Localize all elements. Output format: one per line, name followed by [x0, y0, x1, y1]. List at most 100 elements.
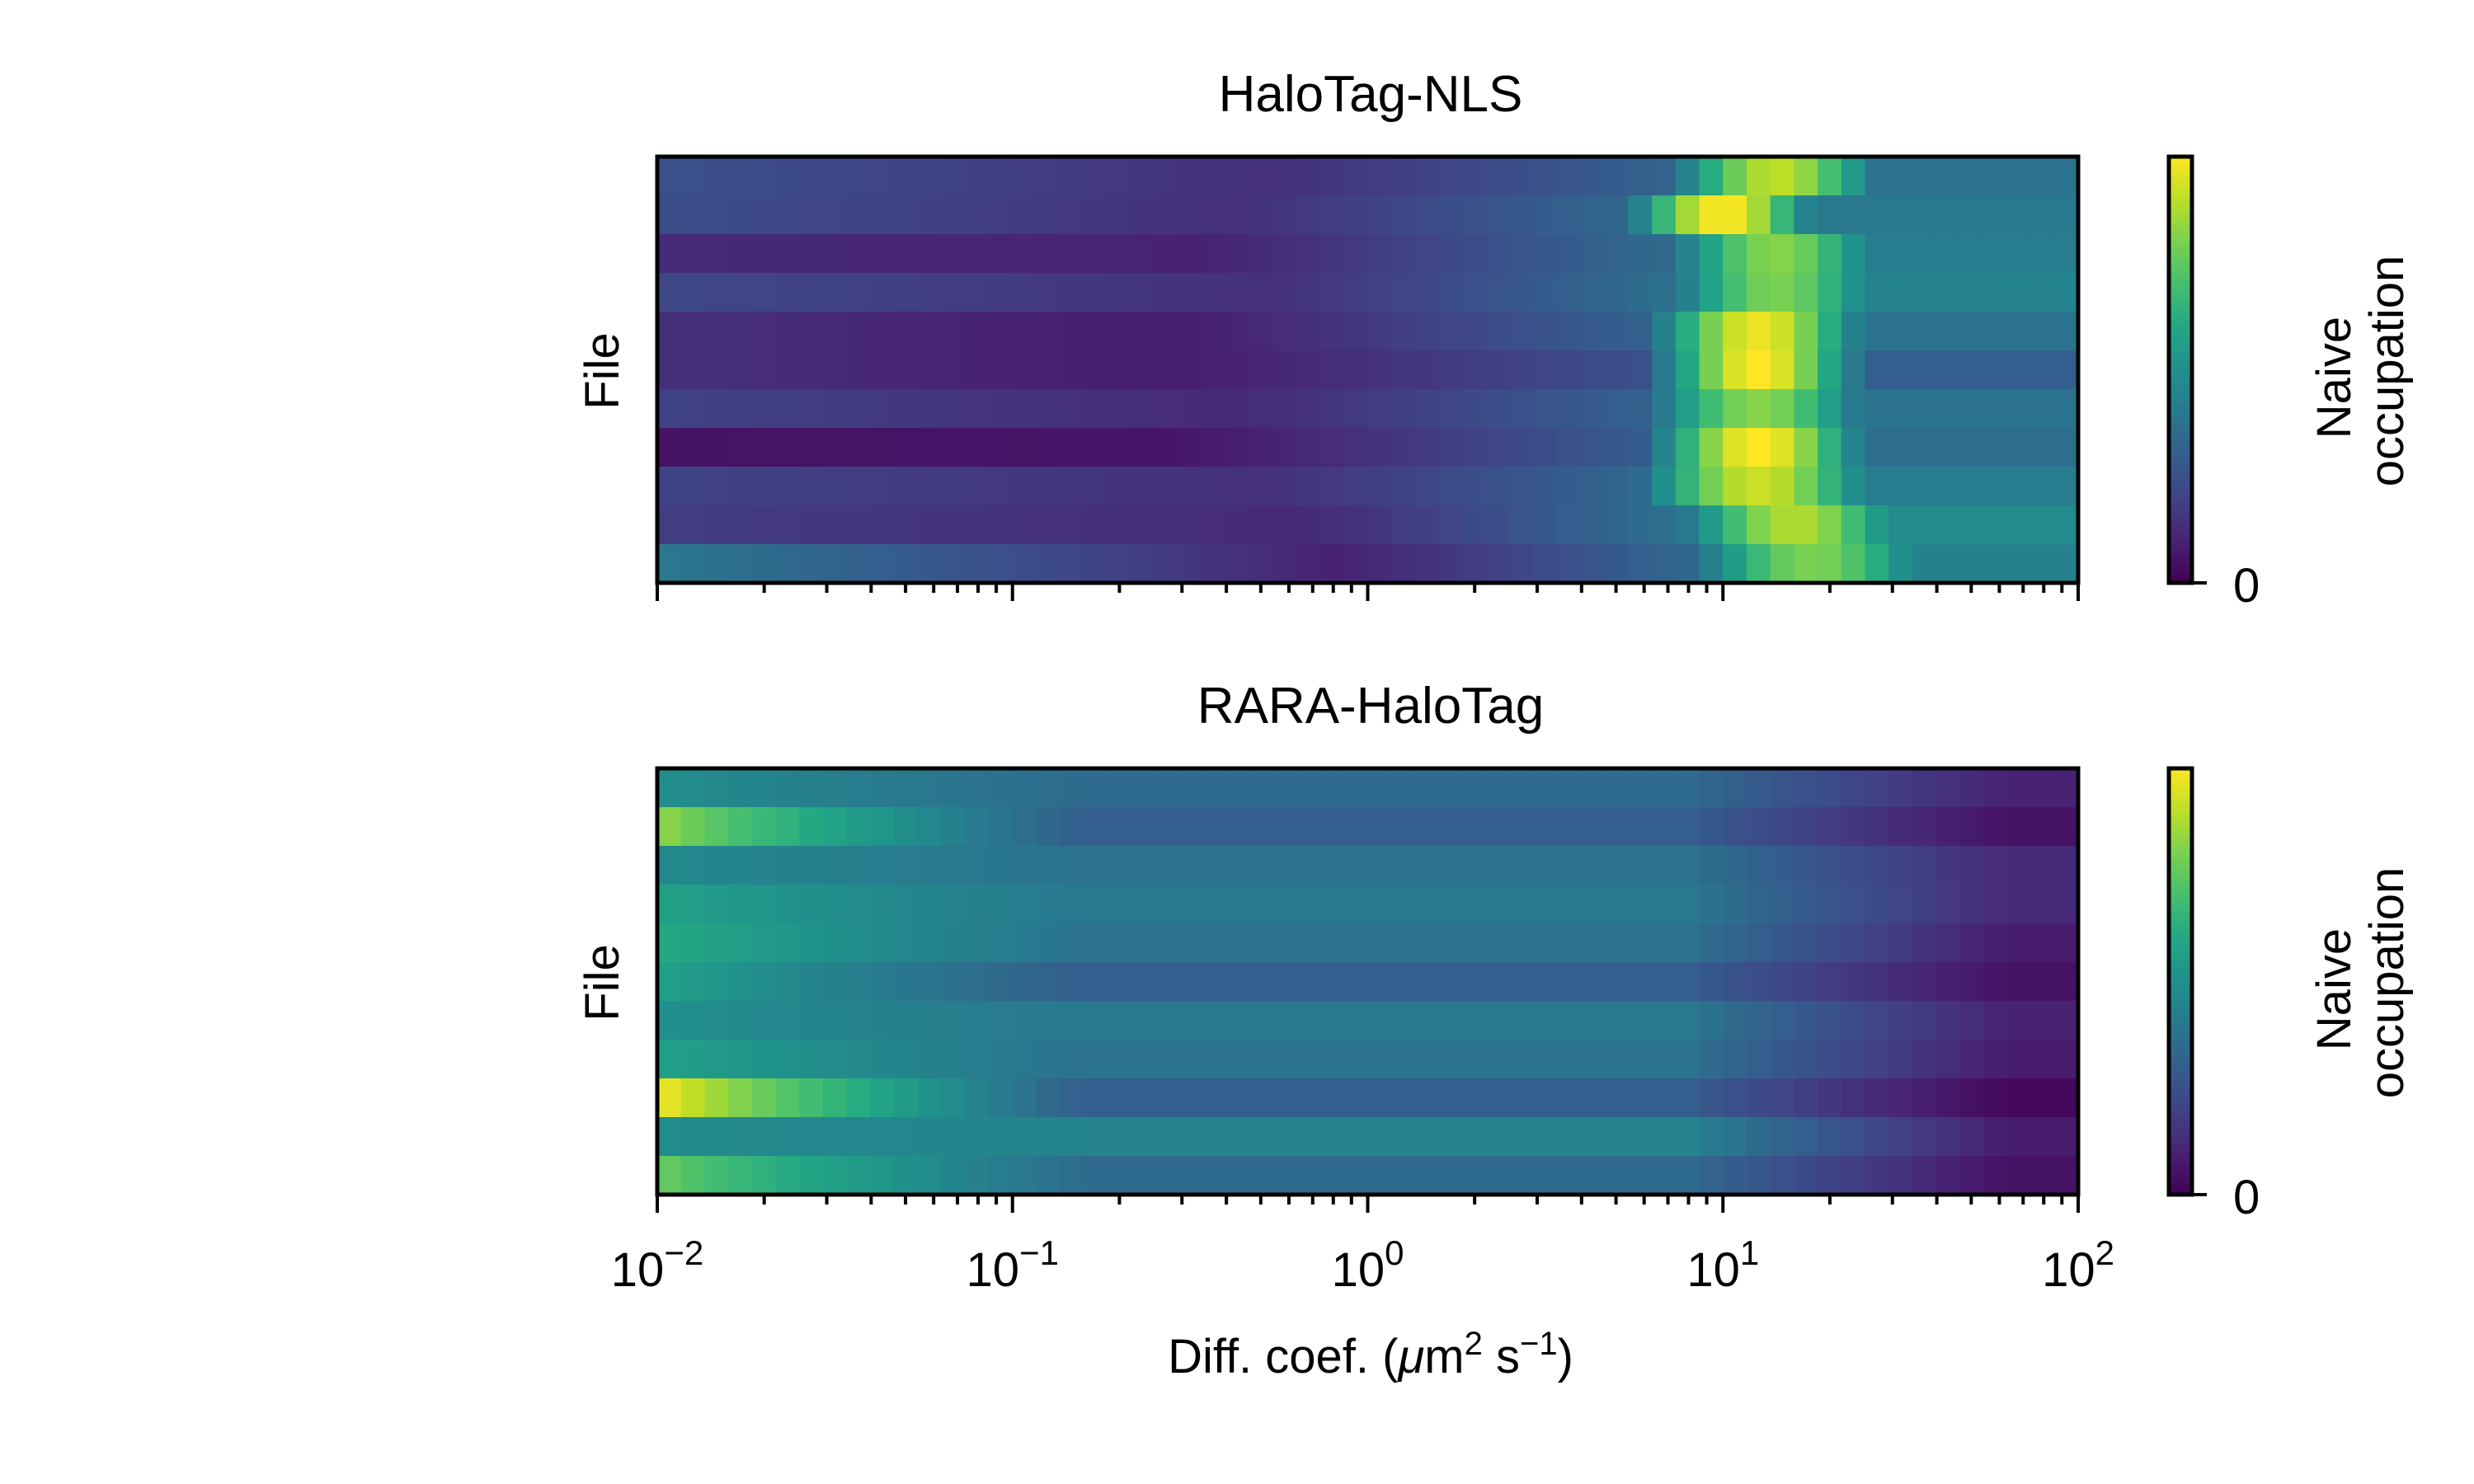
colorbar-segment: [2169, 960, 2192, 966]
heatmap-cell: [1533, 389, 1558, 429]
colorbar-segment: [2169, 449, 2192, 456]
colorbar-segment: [2169, 209, 2192, 216]
panel-halotag-nls: HaloTag-NLS File 0 Naive occupation: [576, 66, 2414, 613]
heatmap-cell: [1131, 544, 1155, 584]
heatmap-cell: [846, 312, 872, 351]
heatmap-cell: [989, 389, 1014, 429]
heatmap-cell: [1580, 807, 1606, 847]
heatmap-cell: [775, 885, 800, 924]
heatmap-cell: [2054, 962, 2079, 1002]
colorbar-segment: [2169, 848, 2192, 854]
colorbar-segment: [2169, 1024, 2192, 1031]
heatmap-cell: [1107, 1001, 1131, 1040]
heatmap-cell: [894, 467, 919, 506]
heatmap-cell: [2006, 923, 2032, 963]
colorbar-segment: [2169, 391, 2192, 397]
heatmap-cell: [1486, 389, 1511, 429]
heatmap-cell: [1272, 350, 1297, 390]
heatmap-cell: [1770, 312, 1794, 351]
heatmap-cell: [704, 428, 729, 467]
heatmap-cell: [846, 157, 872, 196]
heatmap-cell: [1060, 923, 1084, 963]
heatmap-cell: [1557, 389, 1582, 429]
heatmap-cell: [1865, 1156, 1889, 1195]
colorbar-segment: [2169, 853, 2192, 860]
colorbar-segment: [2169, 1093, 2192, 1100]
heatmap-cell: [1818, 962, 1842, 1002]
heatmap-cell: [870, 846, 895, 885]
heatmap-cell: [1178, 1078, 1203, 1118]
heatmap-cell: [1107, 428, 1131, 467]
heatmap-cell: [870, 1001, 895, 1040]
heatmap-cell: [1628, 389, 1653, 429]
heatmap-cell: [894, 544, 919, 584]
heatmap-cell: [704, 195, 729, 235]
heatmap-cell: [1912, 544, 1937, 584]
heatmap-cell: [751, 768, 777, 808]
heatmap-cell: [680, 312, 706, 351]
heatmap-cell: [1036, 273, 1061, 312]
colorbar-segment: [2169, 268, 2192, 275]
heatmap-cell: [1012, 1040, 1037, 1079]
heatmap-cell: [941, 885, 966, 924]
heatmap-cell: [1131, 1040, 1155, 1079]
heatmap-cell: [1320, 923, 1345, 963]
colorbar-segment: [2169, 337, 2192, 344]
colorbar-segment: [2169, 556, 2192, 562]
heatmap-cell: [1818, 312, 1842, 351]
heatmap-cell: [1652, 195, 1677, 235]
heatmap-cell: [1935, 389, 1961, 429]
heatmap-cell: [1296, 1156, 1321, 1195]
heatmap-cell: [1320, 505, 1345, 545]
heatmap-cell: [1343, 428, 1369, 467]
colorbar-bottom: [2166, 766, 2207, 1197]
heatmap-cell: [1983, 1156, 2008, 1195]
heatmap-cell: [1438, 350, 1463, 390]
heatmap-cell: [1723, 768, 1747, 808]
heatmap-cell: [1557, 962, 1582, 1002]
heatmap-cell: [680, 885, 706, 924]
colorbar-segment: [2169, 784, 2192, 791]
heatmap-cell: [1675, 1117, 1700, 1157]
heatmap-cell: [1935, 962, 1961, 1002]
x-tick-label: 101: [1686, 1233, 1759, 1297]
heatmap-cell: [728, 885, 753, 924]
heatmap-cell: [1107, 1040, 1131, 1079]
colorbar-segment: [2169, 167, 2192, 173]
colorbar-segment: [2169, 460, 2192, 467]
heatmap-cell: [1107, 1156, 1131, 1195]
heatmap-cell: [823, 885, 848, 924]
heatmap-cell: [1155, 505, 1179, 545]
heatmap-cell: [917, 962, 943, 1002]
heatmap-cell: [1935, 768, 1961, 808]
heatmap-cell: [799, 157, 824, 196]
heatmap-cell: [917, 846, 943, 885]
heatmap-cell: [1959, 467, 1984, 506]
colorbar-segment: [2169, 444, 2192, 451]
heatmap-cell: [1652, 885, 1677, 924]
colorbar-segment: [2169, 773, 2192, 780]
colorbar-segment: [2169, 1146, 2192, 1153]
heatmap-cell: [1131, 1078, 1155, 1118]
heatmap-cell: [1770, 885, 1794, 924]
heatmap-cell: [917, 312, 943, 351]
heatmap-cell: [1533, 428, 1558, 467]
heatmap-cell: [1746, 350, 1771, 390]
heatmap-cell: [1604, 923, 1629, 963]
heatmap-cell: [1699, 1001, 1724, 1040]
y-axis-label-top: File: [576, 332, 629, 409]
heatmap-cell: [2054, 923, 2079, 963]
heatmap-cell: [751, 312, 777, 351]
heatmap-cell: [1818, 467, 1842, 506]
heatmap-cell: [1959, 923, 1984, 963]
heatmap-cell: [1912, 505, 1937, 545]
heatmap-cell: [1155, 544, 1179, 584]
heatmap-cell: [657, 195, 682, 235]
heatmap-cell: [1841, 923, 1866, 963]
colorbar-segment: [2169, 858, 2192, 865]
heatmap-cell: [1107, 1078, 1131, 1118]
heatmap-cell: [1675, 1156, 1700, 1195]
heatmap-cell: [1818, 428, 1842, 467]
heatmap-cell: [1675, 350, 1700, 390]
heatmap-cell: [657, 389, 682, 429]
